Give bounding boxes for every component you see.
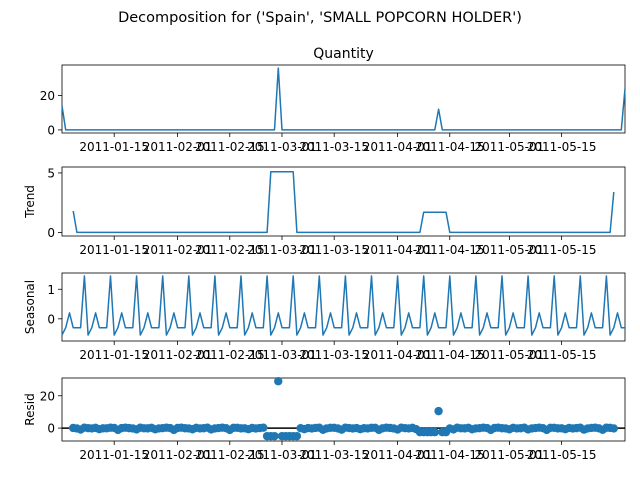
x-tick-label-trend: 2011-05-15 <box>527 243 597 257</box>
axes-frame-observed <box>61 64 626 134</box>
y-tick-label-trend: 0 <box>47 226 55 240</box>
resid-point <box>430 427 440 437</box>
x-tick-label-observed: 2011-02-01 <box>143 140 213 154</box>
x-tick-label-seasonal: 2011-03-15 <box>299 348 369 362</box>
series-line-trend <box>72 171 615 234</box>
x-tick-label-trend: 2011-04-01 <box>363 243 433 257</box>
x-tick-label-resid: 2011-01-15 <box>79 448 149 462</box>
resid-point <box>609 424 619 433</box>
x-tick-label-trend: 2011-03-01 <box>247 243 317 257</box>
x-tick-label-resid: 2011-04-15 <box>415 448 485 462</box>
panel-seasonal: Seasonal 0 1 2011-01-152011-02-012011-02-15… <box>23 272 626 362</box>
x-tick-label-trend: 2011-01-15 <box>79 243 149 257</box>
ylabel-trend: Trend <box>23 185 37 219</box>
axes-frame-trend <box>61 166 626 237</box>
x-tick-label-observed: 2011-05-15 <box>527 140 597 154</box>
resid-point <box>292 431 302 441</box>
x-tick-label-resid: 2011-03-15 <box>299 448 369 462</box>
figure-suptitle: Decomposition for ('Spain', 'SMALL POPCO… <box>118 10 522 26</box>
axes-frame-seasonal <box>61 272 626 342</box>
x-tick-label-resid: 2011-04-01 <box>363 448 433 462</box>
resid-point <box>259 423 268 432</box>
y-tick-label-seasonal: 0 <box>47 312 55 326</box>
x-tick-label-seasonal: 2011-05-01 <box>475 348 545 362</box>
x-tick-label-observed: 2011-02-15 <box>195 140 265 154</box>
x-tick-label-resid: 2011-05-01 <box>475 448 545 462</box>
x-tick-label-resid: 2011-02-01 <box>143 448 213 462</box>
series-line-seasonal <box>61 275 625 336</box>
resid-point <box>434 406 443 416</box>
x-tick-label-observed: 2011-03-01 <box>247 140 317 154</box>
x-tick-label-seasonal: 2011-02-15 <box>195 348 265 362</box>
x-tick-label-seasonal: 2011-04-15 <box>415 348 485 362</box>
y-tick-label-seasonal: 1 <box>47 283 55 297</box>
ylabel-resid: Resid <box>23 393 37 425</box>
x-tick-label-observed: 2011-01-15 <box>79 140 149 154</box>
x-tick-label-observed: 2011-04-01 <box>363 140 433 154</box>
panels: Quantity0202011-01-152011-02-012011-02-1… <box>23 46 626 462</box>
y-tick-label-resid: 20 <box>40 389 55 403</box>
x-tick-label-observed: 2011-04-15 <box>415 140 485 154</box>
x-tick-label-trend: 2011-04-15 <box>415 243 485 257</box>
x-tick-label-resid: 2011-02-15 <box>195 448 265 462</box>
x-tick-label-trend: 2011-02-15 <box>195 243 265 257</box>
x-tick-label-observed: 2011-03-15 <box>299 140 369 154</box>
x-tick-label-observed: 2011-05-01 <box>475 140 545 154</box>
panel-observed: Quantity 0 20 2011-01-152011-02-012011-02-1… <box>40 46 626 154</box>
x-tick-label-resid: 2011-03-01 <box>247 448 317 462</box>
x-tick-label-seasonal: 2011-04-01 <box>363 348 433 362</box>
x-tick-label-resid: 2011-05-15 <box>527 448 597 462</box>
x-tick-label-trend: 2011-03-15 <box>299 243 369 257</box>
panel-resid: Resid0202011-01-152011-02-012011-02-1520… <box>23 377 626 462</box>
panel-trend: Trend052011-01-152011-02-012011-02-15201… <box>23 166 626 257</box>
resid-point <box>270 431 279 441</box>
y-tick-label-observed: 0 <box>47 123 55 137</box>
y-tick-label-trend: 5 <box>47 166 55 180</box>
ylabel-seasonal: Seasonal <box>23 280 37 334</box>
x-tick-label-seasonal: 2011-05-15 <box>527 348 597 362</box>
x-tick-label-seasonal: 2011-01-15 <box>79 348 149 362</box>
panel-title-observed: Quantity <box>313 46 374 62</box>
x-tick-label-trend: 2011-05-01 <box>475 243 545 257</box>
x-tick-label-seasonal: 2011-02-01 <box>143 348 213 362</box>
y-tick-label-observed: 20 <box>40 89 55 103</box>
series-line-observed <box>61 67 626 131</box>
axes-frame-resid <box>61 377 626 442</box>
y-tick-label-resid: 0 <box>47 422 55 436</box>
x-tick-label-seasonal: 2011-03-01 <box>247 348 317 362</box>
x-tick-label-trend: 2011-02-01 <box>143 243 213 257</box>
resid-point <box>274 377 283 386</box>
